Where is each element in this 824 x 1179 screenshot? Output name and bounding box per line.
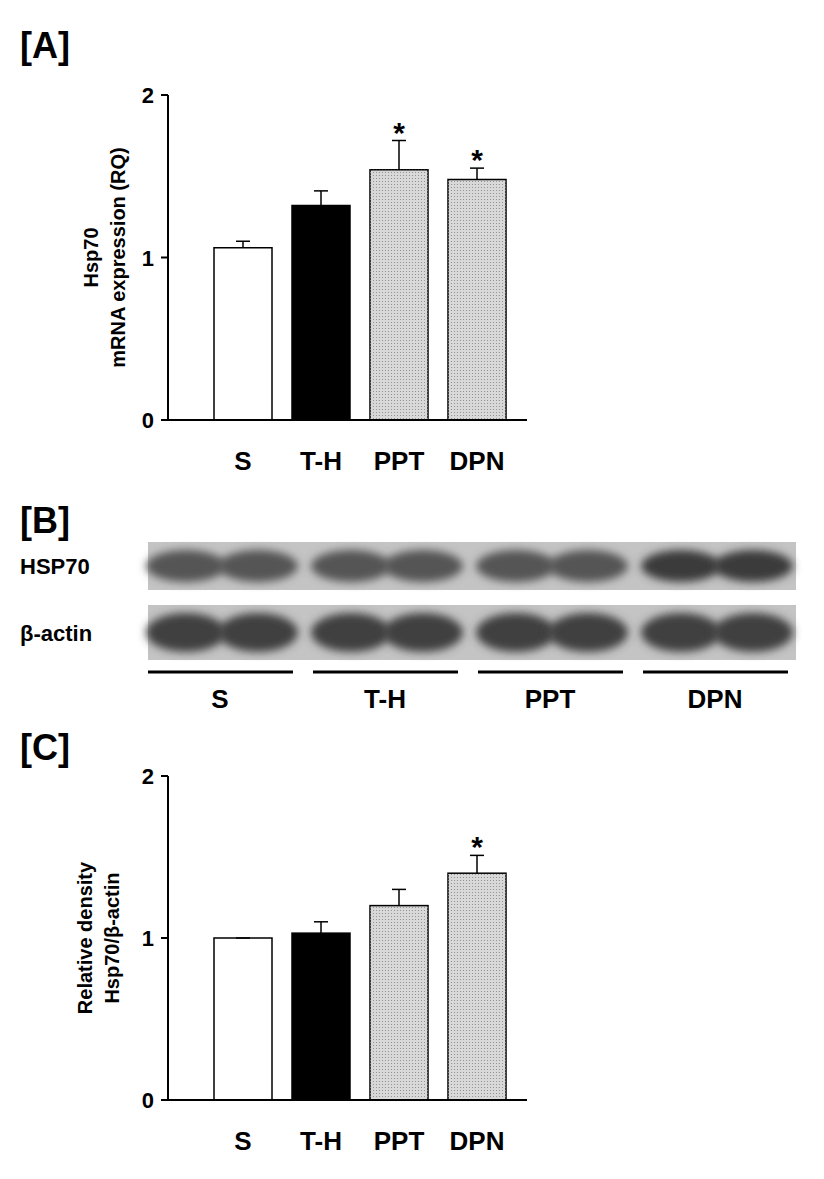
significance: * (471, 830, 483, 863)
blot-band (311, 550, 391, 582)
blot-band (713, 550, 793, 582)
bar-texture (370, 170, 428, 420)
x-tick-label: DPN (450, 1126, 505, 1156)
blot-band (548, 613, 628, 652)
bar-texture (370, 906, 428, 1100)
bar-texture (448, 873, 506, 1100)
significance: * (393, 116, 405, 149)
blot-row-label: HSP70 (20, 554, 90, 579)
error-stem (398, 889, 400, 905)
figure: [A] Hsp70mRNA expression (RQ) S T-H * PPT * DPN… (0, 0, 824, 1179)
blot-row-label: β-actin (20, 621, 92, 646)
marks (214, 141, 506, 421)
y-tick-label: 0 (142, 408, 154, 433)
error-stem (242, 241, 244, 248)
y-tick-label: 2 (142, 764, 154, 789)
y-tick (161, 937, 168, 939)
blot-band (383, 613, 463, 652)
group-label: T-H (364, 684, 406, 714)
y-tick-label: 1 (142, 246, 154, 271)
y-tick (161, 257, 168, 259)
blot-band (476, 613, 556, 652)
blot-panel: [B] HSP70 β-actin S T-H PPT DPN (20, 500, 796, 714)
y-tick (161, 1099, 168, 1101)
x-tick-label: T-H (300, 446, 342, 476)
bar (448, 873, 506, 1100)
y-tick (161, 419, 168, 421)
group-underline (478, 671, 623, 674)
panel-label: [B] (20, 500, 70, 541)
bar (448, 180, 506, 421)
x-axis (168, 419, 527, 421)
blot-band (548, 550, 628, 582)
y-tick-label: 0 (142, 1088, 154, 1113)
y-tick-label: 1 (142, 926, 154, 951)
group-underline (313, 671, 458, 674)
blot-band (218, 550, 298, 582)
blot-strip (146, 542, 796, 590)
error-stem (320, 191, 322, 206)
y-tick (161, 775, 168, 777)
blot-band (218, 613, 298, 652)
chart: [C] Relative densityHsp70/β-actin S T-H PPT *… (20, 727, 527, 1156)
error-bar (392, 889, 406, 905)
bar (214, 938, 272, 1100)
x-tick-label: T-H (300, 1126, 342, 1156)
x-tick-label: DPN (450, 446, 505, 476)
x-axis (168, 1099, 527, 1101)
panel-label: [C] (20, 727, 70, 768)
bar (214, 248, 272, 420)
blot-band (713, 613, 793, 652)
y-axis-label: Hsp70 (80, 227, 102, 287)
bar-texture (448, 180, 506, 421)
error-bar (236, 938, 250, 939)
blot-band (311, 613, 391, 652)
group-label: S (211, 684, 228, 714)
error-cap (314, 921, 328, 923)
group-underline (643, 671, 788, 674)
error-cap (236, 241, 250, 243)
error-stem (320, 922, 322, 933)
panel-label: [A] (20, 25, 70, 66)
error-bar (314, 191, 328, 206)
marks (214, 855, 506, 1100)
significance: * (471, 143, 483, 176)
error-bar (236, 241, 250, 248)
bar (370, 906, 428, 1100)
error-cap (392, 889, 406, 891)
y-tick-label: 2 (142, 83, 154, 108)
y-axis-label: Relative density (74, 861, 96, 1014)
blot-background (148, 542, 796, 590)
x-tick-label: PPT (374, 1126, 425, 1156)
blot-band (476, 550, 556, 582)
bar (370, 170, 428, 420)
bar (292, 206, 350, 421)
x-tick-label: S (234, 1126, 251, 1156)
y-tick (161, 94, 168, 96)
group-label: PPT (525, 684, 576, 714)
blot-band (146, 613, 226, 652)
x-tick-label: PPT (374, 446, 425, 476)
blot-band (641, 613, 721, 652)
y-axis-label: Hsp70/β-actin (101, 872, 123, 1003)
blot-band (641, 550, 721, 582)
bar (292, 933, 350, 1100)
blot-band (383, 550, 463, 582)
x-tick-label: S (234, 446, 251, 476)
blot-strip (146, 605, 796, 660)
chart: [A] Hsp70mRNA expression (RQ) S T-H * PPT * DPN… (20, 25, 527, 476)
error-bar (314, 922, 328, 933)
error-cap (236, 937, 250, 939)
group-underline (148, 671, 293, 674)
error-cap (314, 190, 328, 192)
blot-band (146, 550, 226, 582)
blot-background (148, 605, 796, 660)
group-label: DPN (688, 684, 743, 714)
y-axis-label: mRNA expression (RQ) (107, 147, 129, 367)
